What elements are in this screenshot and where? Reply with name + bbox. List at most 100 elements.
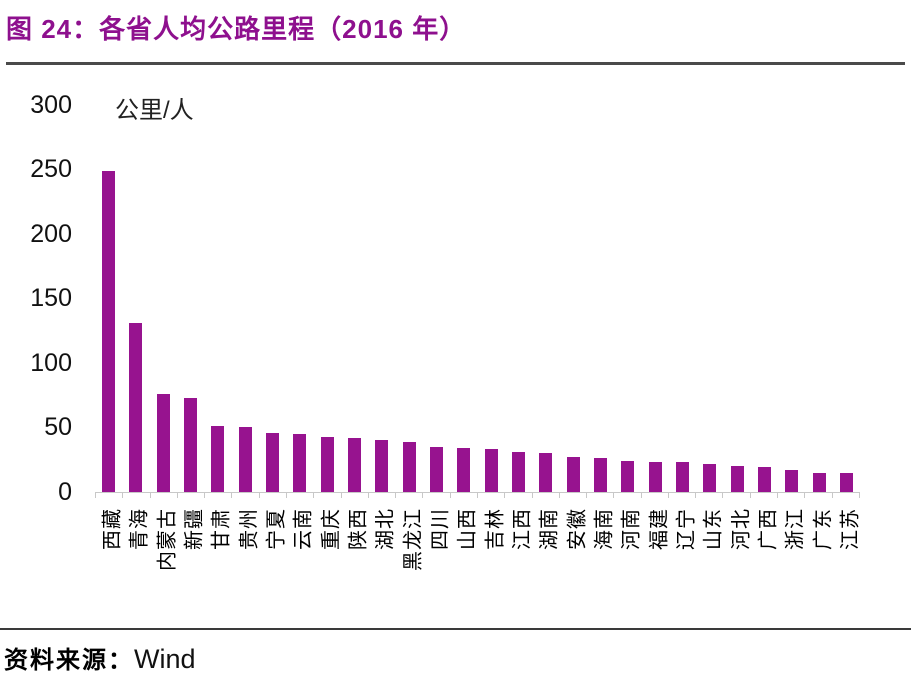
bar-slot (204, 425, 231, 492)
bar-slot (505, 451, 532, 492)
x-tick (204, 492, 231, 498)
bar-海南 (594, 457, 608, 492)
bar-slot (232, 426, 259, 492)
x-tick (176, 492, 204, 498)
bar-slot (478, 448, 505, 492)
bar-江苏 (840, 472, 854, 492)
bar-陕西 (348, 437, 362, 492)
x-label-江苏: 江苏 (833, 507, 862, 626)
x-tick (722, 492, 749, 498)
x-label-text: 江苏 (839, 507, 862, 550)
y-tick-label: 0 (58, 477, 72, 506)
bar-江西 (512, 451, 526, 492)
x-label-山东: 山东 (696, 507, 725, 626)
x-label-陕西: 陕西 (341, 508, 369, 626)
bar-slot (724, 465, 751, 492)
source-name: Wind (134, 643, 196, 674)
x-label-江西: 江西 (505, 507, 534, 626)
bar-slot (259, 432, 286, 492)
header-divider (6, 61, 905, 65)
x-label-text: 广西 (757, 507, 780, 550)
x-tick (340, 492, 368, 498)
x-tick (558, 492, 586, 498)
x-tick (777, 492, 804, 498)
figure-header: 图 24：各省人均公路里程（2016 年） (0, 0, 911, 65)
bar-广西 (758, 466, 772, 492)
x-tick (831, 492, 859, 498)
footer-divider (0, 627, 911, 630)
x-tick (504, 492, 531, 498)
bar-chart: 0 50 100 150 200 250 300 公里/人 西藏 青海 内蒙古 新疆 甘肃 贵州 宁夏云… (0, 65, 911, 626)
bar-slot (396, 441, 423, 492)
x-label-安徽: 安徽 (560, 508, 588, 626)
bar-四川 (430, 446, 444, 492)
x-tick (395, 492, 422, 498)
y-tick-label: 50 (44, 413, 72, 442)
x-label-text: 青海 (128, 507, 151, 550)
x-label-海南: 海南 (587, 508, 615, 626)
x-tick (804, 492, 831, 498)
x-label-四川: 四川 (423, 508, 451, 626)
y-tick-label: 250 (30, 155, 72, 184)
source-line: 资料来源：Wind (0, 630, 911, 675)
x-label-text: 甘肃 (210, 507, 233, 550)
x-label-text: 江西 (511, 507, 534, 550)
x-label-云南: 云南 (286, 508, 315, 626)
bar-山东 (703, 463, 717, 492)
x-label-山西: 山西 (450, 507, 479, 626)
x-label-广东: 广东 (806, 508, 834, 626)
bar-湖北 (375, 439, 389, 492)
bar-黑龙江 (402, 441, 416, 492)
bar-slot (696, 463, 723, 492)
bar-辽宁 (676, 461, 690, 492)
bar-广东 (812, 472, 826, 492)
x-tick (149, 492, 177, 498)
bar-新疆 (184, 397, 198, 492)
x-tick (695, 492, 722, 498)
x-tick (749, 492, 777, 498)
x-tick (367, 492, 395, 498)
x-label-text: 辽宁 (675, 507, 698, 550)
x-label-text: 宁夏 (265, 507, 288, 550)
bar-安徽 (566, 456, 580, 492)
x-label-广西: 广西 (751, 507, 780, 626)
x-axis-labels: 西藏 青海 内蒙古 新疆 甘肃 贵州 宁夏 云南 重庆 陕西 湖北 黑龙江 四川 山西 吉林 江西 湖南 安徽 海南… (95, 507, 862, 626)
plot-area: 西藏 青海 内蒙古 新疆 甘肃 贵州 宁夏 云南 重庆 陕西 湖北 黑龙江 四川 山西 吉林 江西 湖南 安徽 海南… (95, 105, 862, 626)
x-label-text: 内蒙古 (156, 507, 179, 571)
bar-贵州 (238, 426, 252, 492)
x-label-text: 河北 (730, 507, 753, 550)
bar-slot (669, 461, 696, 492)
x-label-text: 贵州 (238, 507, 261, 550)
bar-山西 (457, 447, 471, 492)
y-axis-unit-label: 公里/人 (115, 96, 194, 124)
bar-西藏 (102, 170, 116, 492)
x-label-河北: 河北 (724, 507, 753, 626)
x-tick (613, 492, 640, 498)
bar-slot (587, 457, 614, 492)
bar-slot (450, 447, 477, 492)
x-label-甘肃: 甘肃 (204, 507, 233, 626)
x-label-吉林: 吉林 (478, 508, 506, 626)
bar-slot (423, 446, 450, 492)
x-label-text: 山西 (456, 507, 479, 550)
x-label-宁夏: 宁夏 (259, 507, 288, 626)
bar-slot (833, 472, 860, 492)
x-tick (667, 492, 695, 498)
y-tick-label: 200 (30, 219, 72, 248)
x-label-text: 山东 (702, 507, 725, 550)
x-label-贵州: 贵州 (232, 507, 261, 626)
bar-重庆 (320, 436, 334, 492)
bar-slot (314, 436, 341, 492)
x-tick (313, 492, 340, 498)
x-axis-ticks (95, 492, 860, 498)
bar-slot (778, 469, 805, 492)
x-label-福建: 福建 (642, 508, 670, 626)
x-label-text: 浙江 (784, 507, 807, 550)
y-tick-label: 300 (30, 90, 72, 119)
x-tick (231, 492, 258, 498)
bar-slot (122, 322, 149, 492)
x-label-湖北: 湖北 (368, 508, 397, 626)
x-label-text: 西藏 (101, 507, 124, 550)
bar-slot (368, 439, 395, 492)
bar-slot (642, 461, 669, 492)
